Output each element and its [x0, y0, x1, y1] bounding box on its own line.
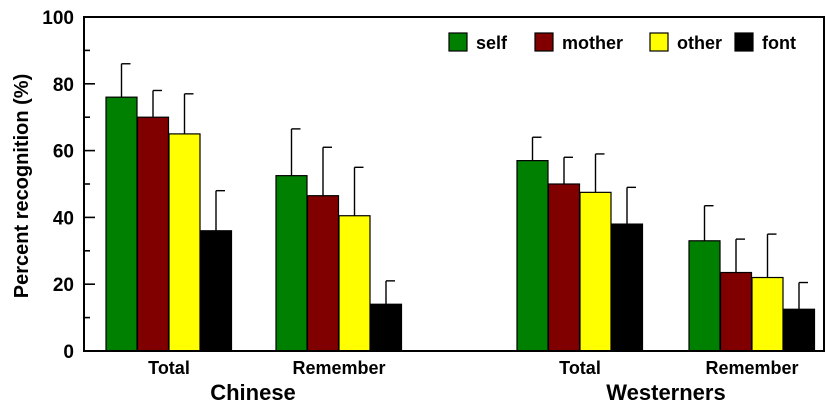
bar-chinese-total-mother: [136, 116, 170, 352]
bar-westerners-total-font: [610, 223, 644, 352]
bar-westerners-total-self: [516, 160, 549, 352]
bar-chinese-total-font: [199, 230, 233, 352]
bar-westerners-remember-mother: [719, 271, 753, 352]
legend-label-font: font: [762, 33, 796, 53]
legend-swatch-other: [649, 32, 669, 52]
bar-chinese-remember-other: [338, 215, 371, 352]
category-label-remember: Remember: [705, 358, 798, 378]
bar-chinese-remember-font: [369, 303, 403, 352]
category-label-remember: Remember: [292, 358, 385, 378]
group-label-westerners: Westerners: [606, 380, 725, 404]
y-tick-label: 100: [42, 8, 74, 29]
y-tick-label: 0: [63, 342, 74, 363]
legend-swatch-font: [734, 32, 754, 52]
bar-westerners-total-mother: [547, 183, 581, 352]
bar-chinese-remember-self: [275, 175, 308, 352]
legend-label-other: other: [677, 33, 722, 53]
bar-westerners-remember-font: [782, 308, 816, 352]
legend-label-mother: mother: [562, 33, 623, 53]
bar-westerners-total-other: [579, 191, 612, 352]
bar-chinese-remember-mother: [306, 195, 340, 352]
category-label-total: Total: [148, 358, 190, 378]
bar-chinese-total-self: [105, 96, 138, 352]
category-label-total: Total: [559, 358, 601, 378]
y-tick-label: 40: [53, 208, 74, 229]
legend-swatch-mother: [534, 32, 554, 52]
group-label-chinese: Chinese: [210, 380, 296, 404]
legend-label-self: self: [476, 33, 508, 53]
bar-chinese-total-other: [168, 133, 201, 352]
bar-westerners-remember-other: [751, 276, 784, 352]
y-axis-title: Percent recognition (%): [11, 74, 33, 298]
y-tick-label: 60: [53, 142, 74, 163]
y-tick-label: 80: [53, 75, 74, 96]
legend-swatch-self: [448, 32, 468, 52]
plot-area: [105, 63, 816, 352]
y-tick-label: 20: [53, 275, 74, 296]
bar-westerners-remember-self: [688, 240, 721, 352]
legend: self mother other font: [448, 32, 796, 53]
